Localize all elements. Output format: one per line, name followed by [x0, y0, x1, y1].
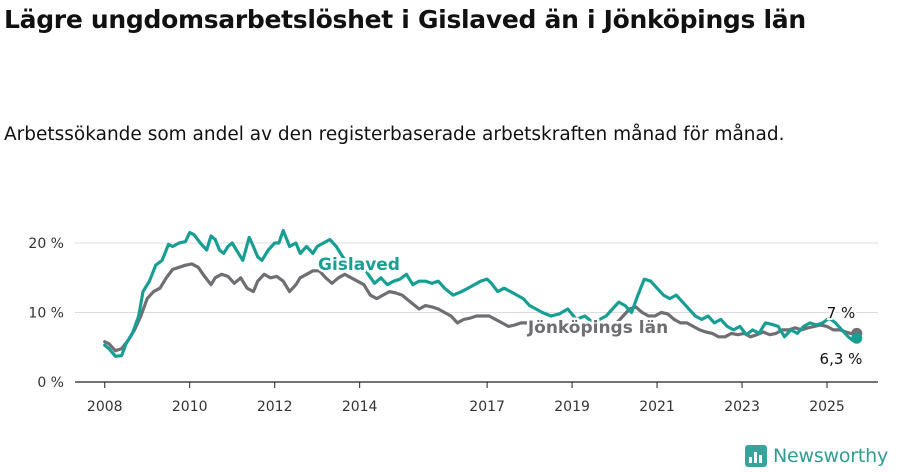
chart-subtitle: Arbetssökande som andel av den registerb… — [4, 124, 785, 145]
end-point-gislaved — [851, 332, 863, 344]
series-label-gislaved: Gislaved — [318, 255, 400, 275]
y-tick-label: 10 % — [28, 306, 64, 322]
x-tick-label: 2010 — [172, 399, 208, 415]
end-value-label-jonkopings-lan: 7 % — [827, 304, 856, 322]
series-lines — [103, 228, 863, 358]
newsworthy-logo-icon — [745, 445, 767, 467]
end-value-label-gislaved: 6,3 % — [820, 350, 863, 368]
y-axis-ticks: 0 % 10 % 20 % — [28, 236, 64, 391]
grid-lines — [75, 242, 878, 313]
series-label-jonkopings-lan: Jönköpings län — [527, 318, 668, 338]
x-tick-label: 2019 — [554, 399, 590, 415]
chart-title: Lägre ungdomsarbetslöshet i Gislaved än … — [4, 5, 806, 34]
x-tick-label: 2008 — [87, 399, 123, 415]
newsworthy-brand: Newsworthy — [745, 443, 888, 469]
y-tick-label: 0 % — [37, 375, 64, 391]
x-tick-label: 2017 — [469, 399, 505, 415]
series-line-gislaved — [103, 228, 859, 358]
x-tick-label: 2023 — [724, 399, 760, 415]
x-tick-label: 2021 — [639, 399, 675, 415]
y-tick-label: 20 % — [28, 236, 64, 252]
series-labels: Gislaved Jönköpings län 7 % 6,3 % — [316, 253, 865, 371]
x-axis-ticks: 2008 2010 2012 2014 2017 2019 2021 2023 2025 — [75, 381, 878, 415]
x-tick-label: 2025 — [809, 399, 845, 415]
x-tick-label: 2012 — [257, 399, 293, 415]
series-line-jonkopings-lan — [103, 262, 859, 353]
x-tick-label: 2014 — [342, 399, 378, 415]
brand-name: Newsworthy — [773, 445, 889, 467]
